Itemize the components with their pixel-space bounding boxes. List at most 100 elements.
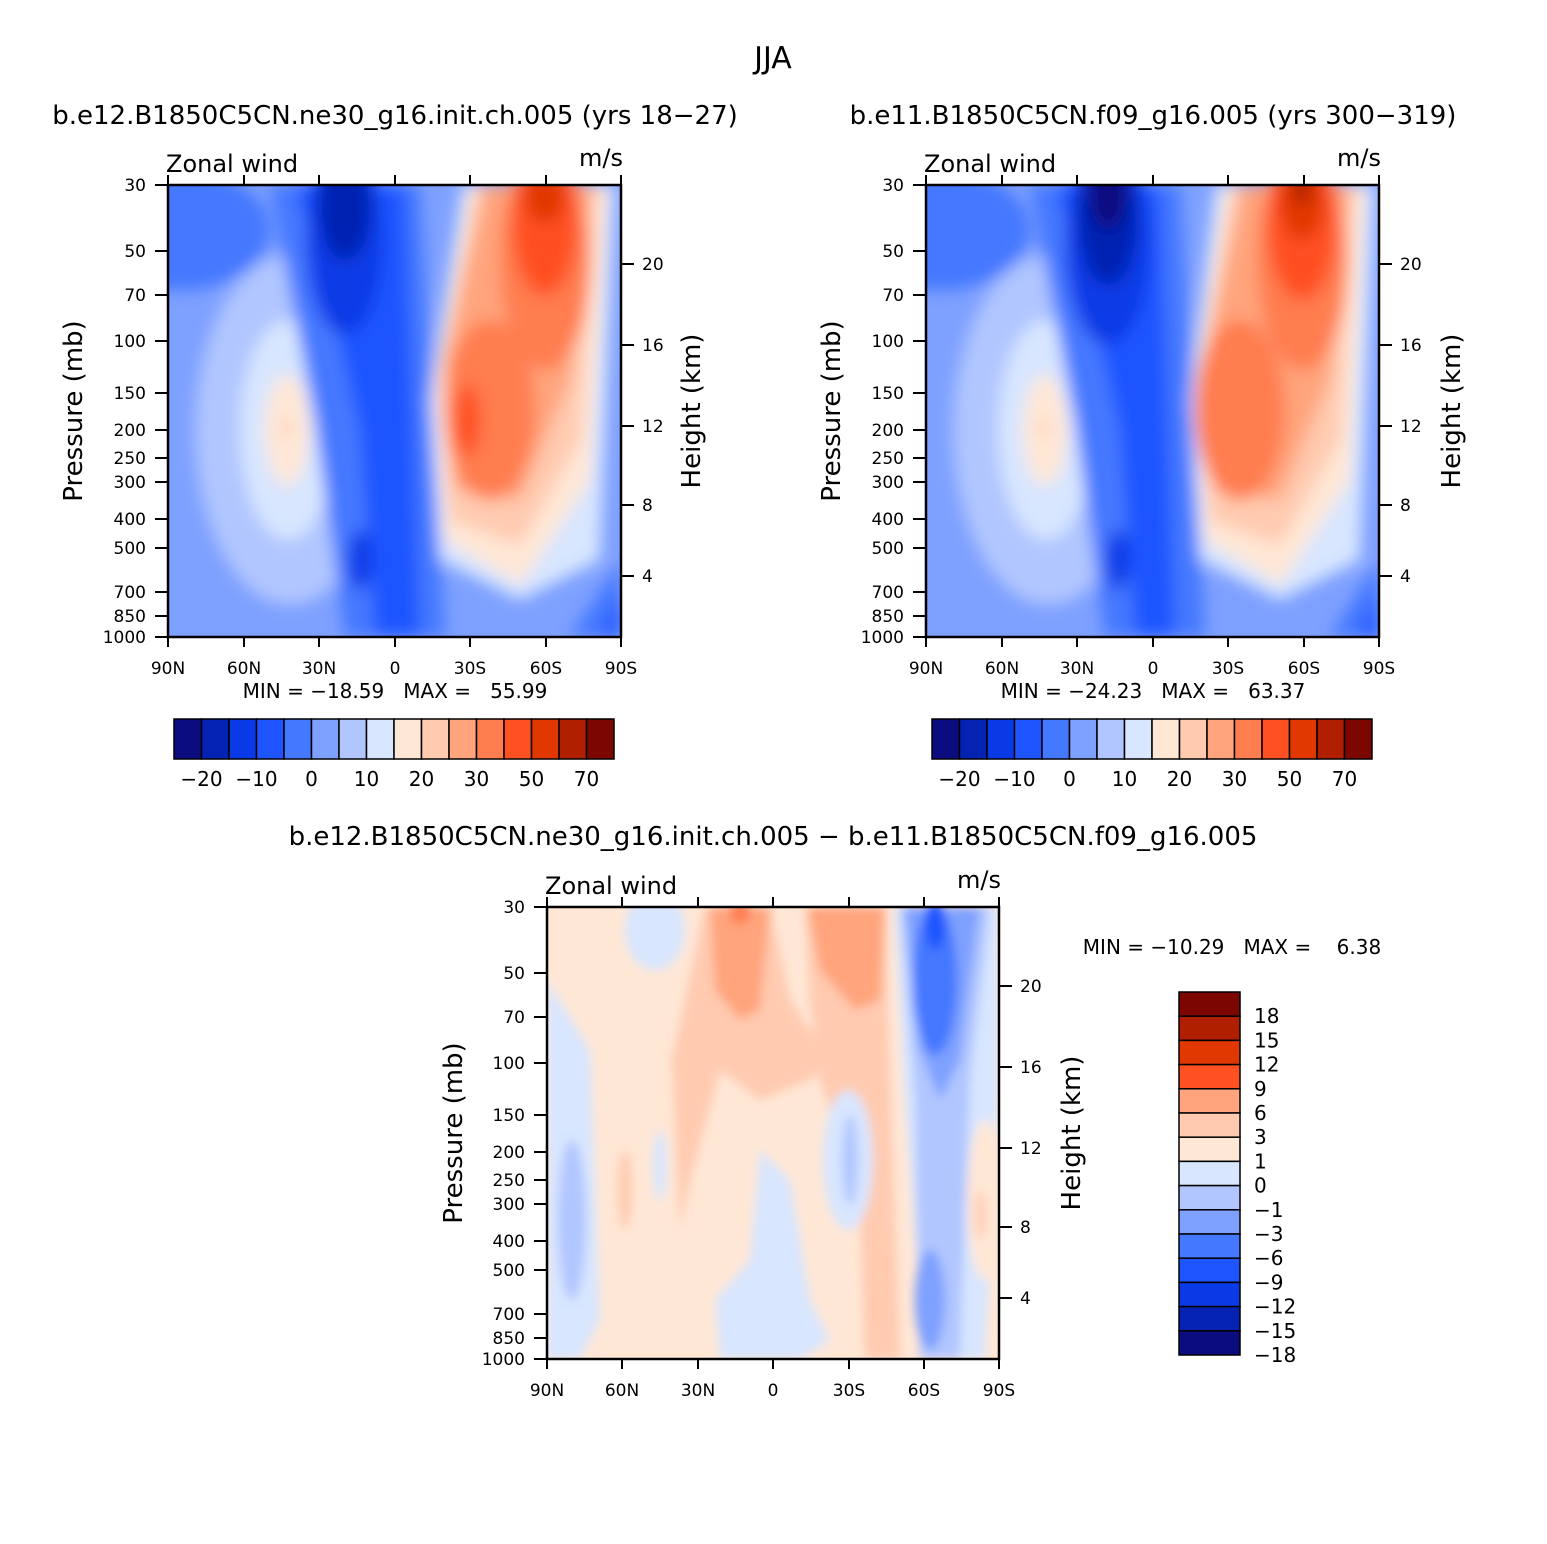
colorbar-label: 50	[1277, 767, 1302, 791]
svg-text:100: 100	[872, 332, 904, 352]
colorbar-swatch	[1096, 718, 1126, 760]
y2-axis-title: Height (km)	[677, 334, 707, 489]
svg-text:250: 250	[872, 449, 904, 469]
svg-text:30: 30	[882, 176, 904, 196]
colorbar-label: −18	[1254, 1343, 1296, 1367]
svg-text:30N: 30N	[1060, 659, 1094, 679]
colorbar-swatch	[503, 718, 533, 760]
svg-text:200: 200	[114, 421, 146, 441]
min-max-label: MIN = −18.59 MAX = 55.99	[243, 679, 548, 703]
svg-text:90N: 90N	[151, 659, 185, 679]
svg-text:20: 20	[1020, 977, 1042, 997]
svg-text:8: 8	[1400, 496, 1411, 516]
colorbar-swatch	[1178, 1257, 1241, 1284]
svg-text:0: 0	[1148, 659, 1159, 679]
svg-text:30S: 30S	[1212, 659, 1244, 679]
colorbar-swatch	[475, 718, 505, 760]
colorbar: −20 −10 0 10 20 30 50 70	[173, 718, 615, 791]
svg-text:8: 8	[642, 496, 653, 516]
svg-text:50: 50	[882, 242, 904, 262]
height-tick-labels: 20 16 12 8 4	[642, 255, 664, 587]
height-tick-labels: 20 16 12 8 4	[1400, 255, 1422, 587]
units-label: m/s	[579, 144, 623, 172]
colorbar-swatch	[338, 718, 368, 760]
colorbar-label: 0	[1254, 1174, 1267, 1198]
colorbar-swatch	[1178, 1039, 1241, 1066]
colorbar-swatch	[530, 718, 560, 760]
page-title: JJA	[752, 41, 792, 76]
svg-text:400: 400	[114, 510, 146, 530]
colorbar-label: 20	[1167, 767, 1192, 791]
svg-text:30S: 30S	[454, 659, 486, 679]
svg-text:1000: 1000	[861, 628, 904, 648]
svg-text:850: 850	[114, 607, 146, 627]
colorbar-label: 18	[1254, 1004, 1279, 1028]
svg-text:4: 4	[1400, 567, 1411, 587]
svg-text:100: 100	[114, 332, 146, 352]
y2-axis-title: Height (km)	[1437, 334, 1467, 489]
svg-text:200: 200	[493, 1143, 525, 1163]
svg-text:150: 150	[114, 384, 146, 404]
svg-text:4: 4	[642, 567, 653, 587]
colorbar-swatch	[986, 718, 1016, 760]
colorbar-label: 1	[1254, 1149, 1267, 1173]
svg-text:300: 300	[114, 473, 146, 493]
colorbar-swatch	[365, 718, 395, 760]
contour-field	[168, 185, 621, 637]
svg-text:1000: 1000	[103, 628, 146, 648]
svg-text:60N: 60N	[605, 1381, 639, 1401]
svg-text:60S: 60S	[908, 1381, 940, 1401]
svg-text:150: 150	[493, 1106, 525, 1126]
svg-text:90N: 90N	[909, 659, 943, 679]
y-axis-title: Pressure (mb)	[439, 1042, 469, 1223]
svg-text:100: 100	[493, 1054, 525, 1074]
svg-text:1000: 1000	[482, 1350, 525, 1370]
colorbar-swatch	[1178, 1160, 1241, 1187]
colorbar-swatch	[1233, 718, 1263, 760]
colorbar-swatch	[958, 718, 988, 760]
colorbar-swatch	[1316, 718, 1346, 760]
colorbar-swatch	[1178, 1305, 1241, 1332]
y-axis-title: Pressure (mb)	[59, 320, 89, 501]
colorbar-swatch	[1178, 1063, 1241, 1090]
variable-label: Zonal wind	[924, 150, 1056, 178]
svg-text:30N: 30N	[302, 659, 336, 679]
colorbar-label: −9	[1254, 1270, 1283, 1294]
panel-title: b.e12.B1850C5CN.ne30_g16.init.ch.005 (yr…	[52, 101, 738, 131]
colorbar-swatch	[1068, 718, 1098, 760]
height-tick-labels: 20 16 12 8 4	[1020, 977, 1042, 1309]
svg-text:30N: 30N	[681, 1381, 715, 1401]
svg-text:4: 4	[1020, 1289, 1031, 1309]
svg-text:700: 700	[872, 583, 904, 603]
contour-field	[926, 185, 1379, 637]
colorbar-swatch	[1178, 1112, 1241, 1138]
colorbar-label: −15	[1254, 1319, 1296, 1343]
colorbar-swatch	[1178, 1136, 1241, 1163]
colorbar-label: −12	[1254, 1295, 1296, 1319]
svg-text:16: 16	[642, 336, 664, 356]
colorbar-label: 70	[1332, 767, 1357, 791]
colorbar-swatch	[1178, 1088, 1241, 1114]
colorbar-label: −6	[1254, 1246, 1283, 1270]
colorbar-swatch	[1178, 1209, 1241, 1235]
panel-title: b.e11.B1850C5CN.f09_g16.005 (yrs 300−319…	[850, 101, 1457, 131]
svg-text:500: 500	[114, 539, 146, 559]
svg-text:400: 400	[872, 510, 904, 530]
colorbar-swatch	[173, 718, 203, 760]
svg-text:12: 12	[642, 417, 664, 437]
svg-text:20: 20	[642, 255, 664, 275]
colorbar-label: 50	[519, 767, 544, 791]
colorbar-swatch	[200, 718, 230, 760]
colorbar-label: 12	[1254, 1053, 1279, 1077]
units-label: m/s	[957, 866, 1001, 894]
svg-text:90N: 90N	[530, 1381, 564, 1401]
colorbar-label: 15	[1254, 1028, 1279, 1052]
colorbar-label: 30	[1222, 767, 1247, 791]
colorbar-swatch	[393, 718, 423, 760]
svg-text:200: 200	[872, 421, 904, 441]
panel-right: b.e11.B1850C5CN.f09_g16.005 (yrs 300−319…	[817, 101, 1467, 791]
